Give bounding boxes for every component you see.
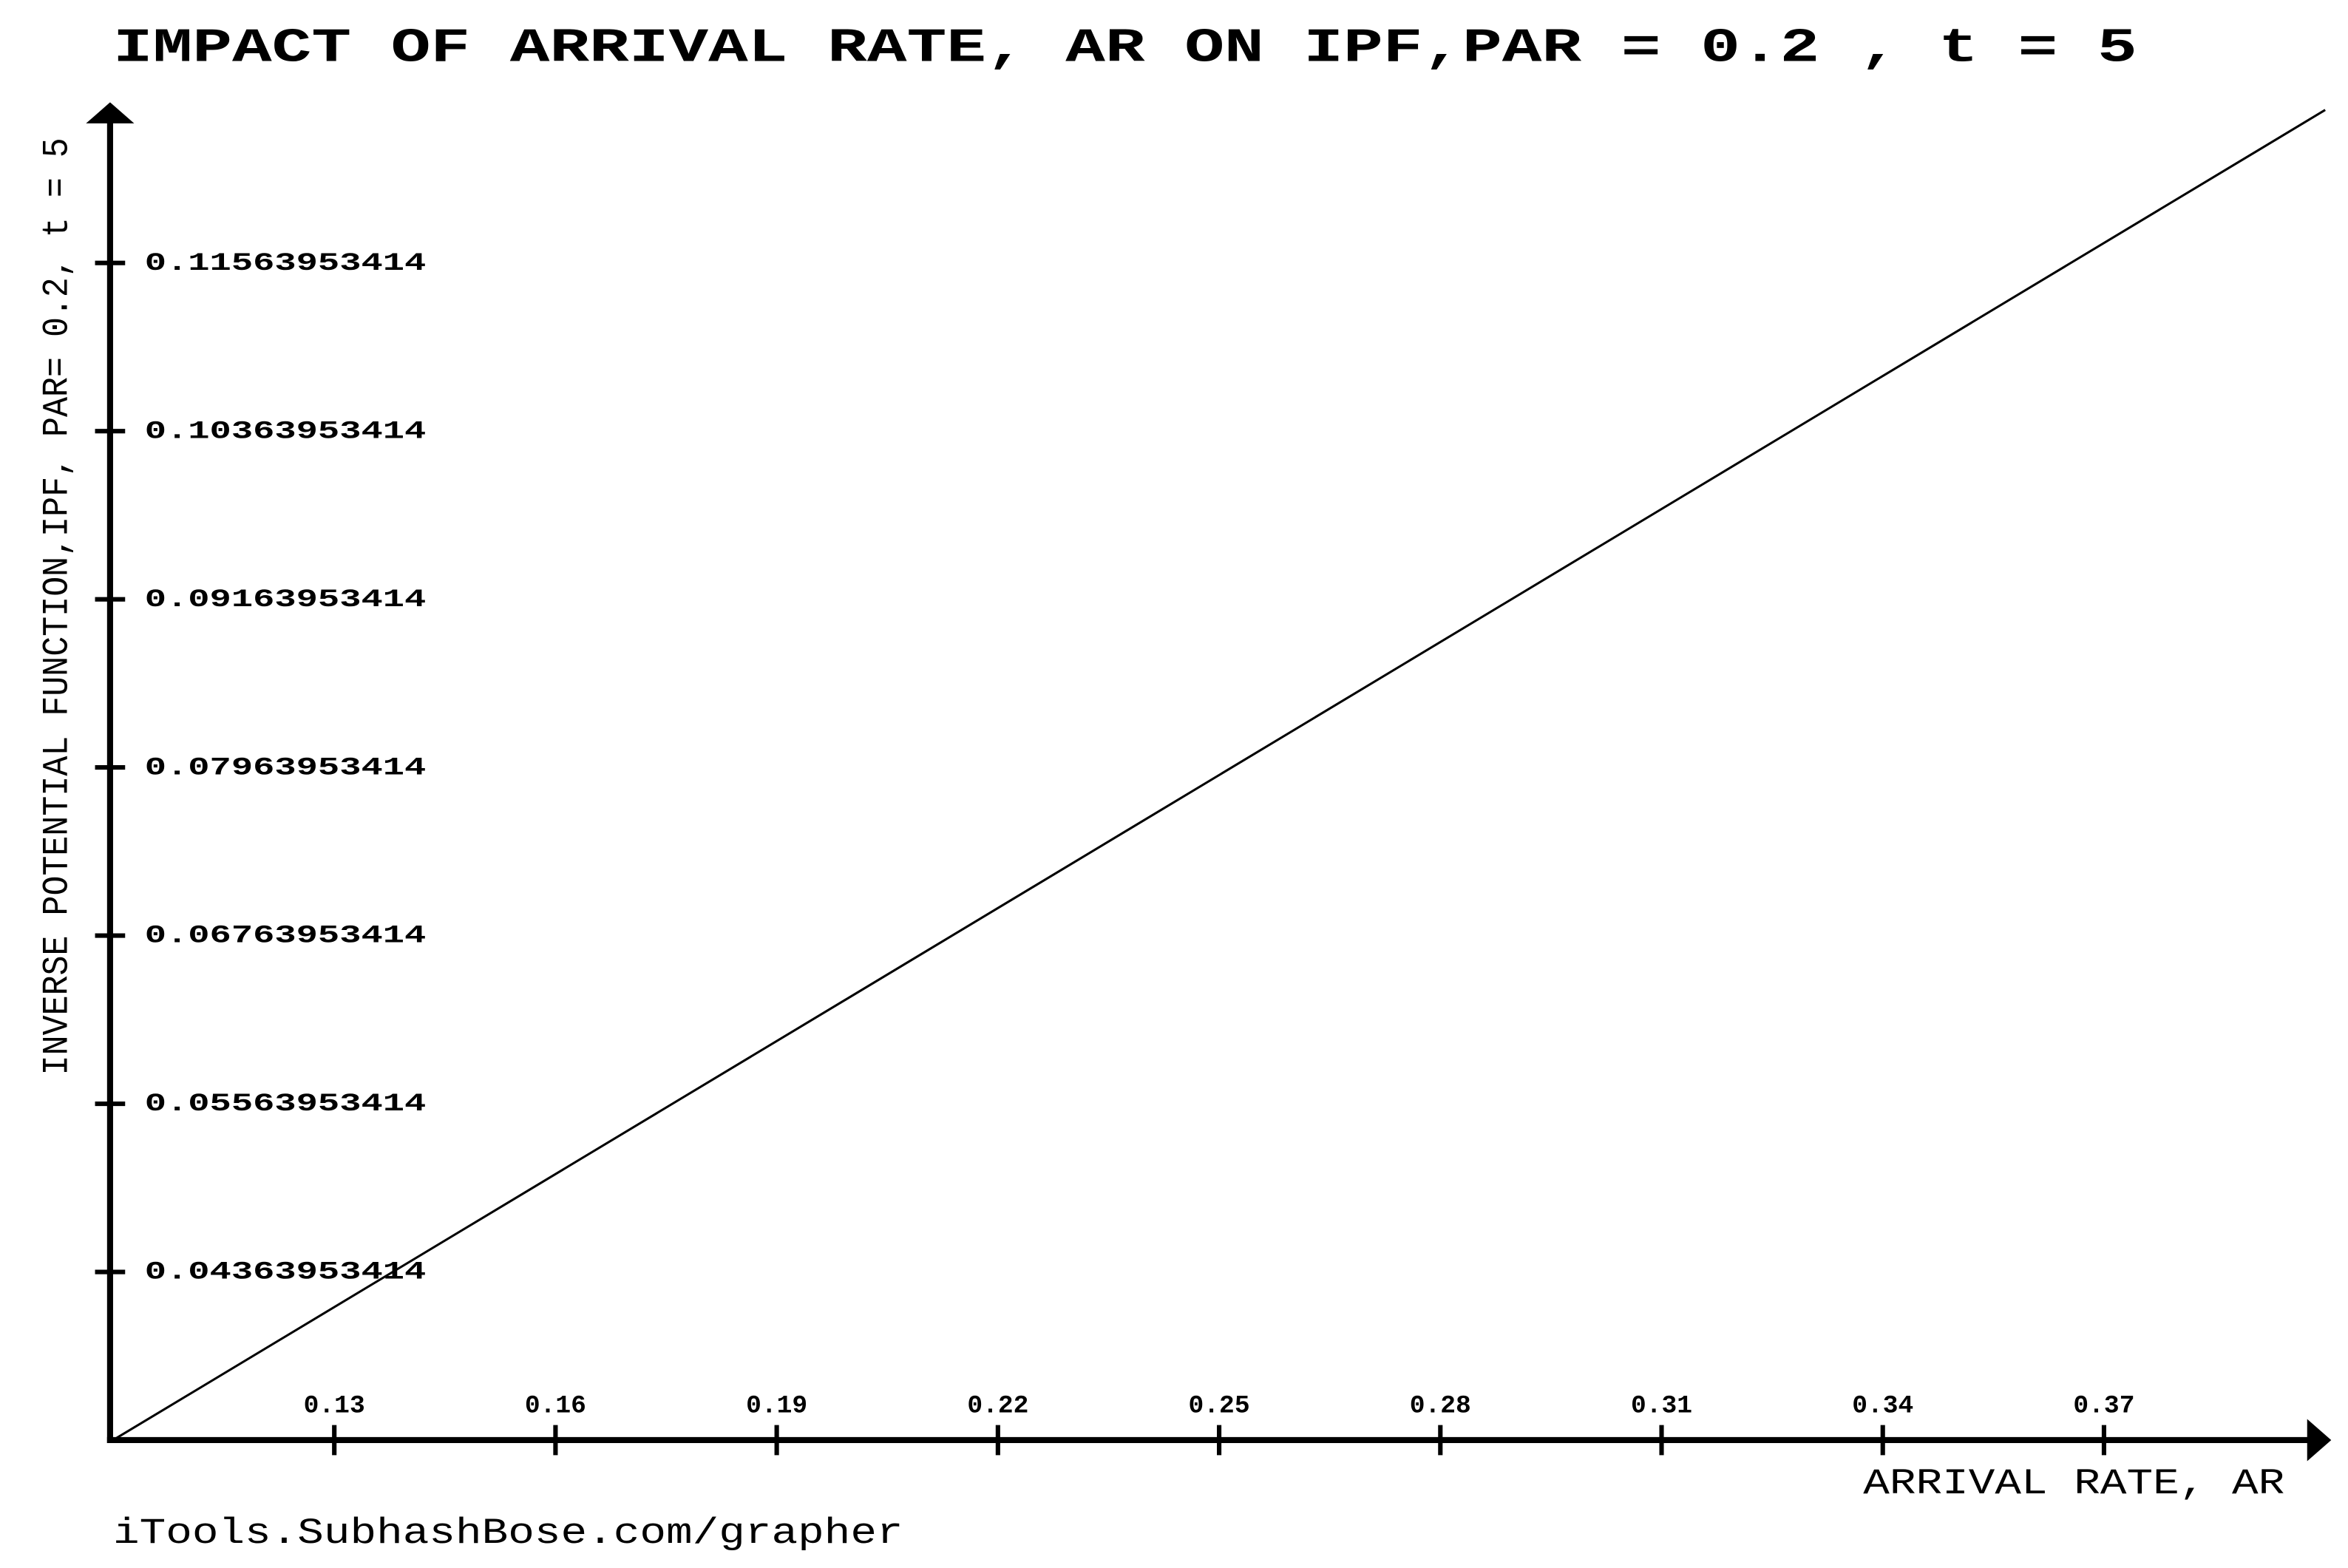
y-tick-label: 0.07963953414 [145, 753, 427, 782]
chart-title: IMPACT OF ARRIVAL RATE, AR ON IPF,PAR = … [113, 21, 2137, 75]
footer: iTools.SubhashBose.com/grapher [113, 1513, 903, 1554]
y-tick-label: 0.04363953414 [145, 1258, 427, 1287]
y-tick-label: 0.05563953414 [145, 1090, 427, 1119]
y-tick-label: 0.11563953414 [145, 249, 427, 278]
x-tick-label: 0.25 [1189, 1391, 1250, 1420]
x-tick-label: 0.31 [1631, 1391, 1692, 1420]
x-tick-label: 0.22 [967, 1391, 1028, 1420]
x-tick-label: 0.37 [2073, 1391, 2134, 1420]
x-axis-arrow [2307, 1419, 2332, 1462]
x-tick-label: 0.16 [525, 1391, 586, 1420]
y-axis-arrow [86, 102, 135, 123]
x-tick-label: 0.13 [304, 1391, 365, 1420]
y-tick-label: 0.06763953414 [145, 922, 427, 951]
x-tick-label: 0.19 [746, 1391, 807, 1420]
y-tick-label: 0.10363953414 [145, 417, 427, 446]
y-tick-label: 0.09163953414 [145, 586, 427, 614]
y-axis-label: INVERSE POTENTIAL FUNCTION,IPF, PAR= 0.2… [37, 138, 78, 1075]
x-tick-label: 0.34 [1852, 1391, 1913, 1420]
data-line [112, 109, 2326, 1442]
x-tick-label: 0.28 [1410, 1391, 1471, 1420]
x-axis-label: ARRIVAL RATE, AR [1863, 1463, 2284, 1504]
